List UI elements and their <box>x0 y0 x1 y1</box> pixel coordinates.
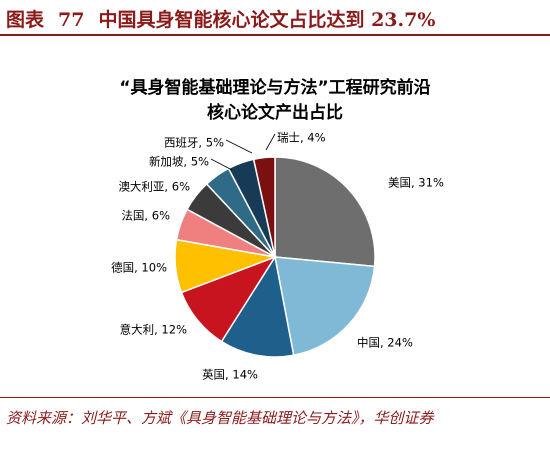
figure-label: 图表 <box>6 9 45 31</box>
leader-line-7 <box>210 158 233 171</box>
source-note: 资料来源：刘华平、方斌《具身智能基础理论与方法》，华创证券 <box>6 409 434 427</box>
slice-label-7: 新加坡, 5% <box>149 155 209 169</box>
slice-label-3: 意大利, 12% <box>120 323 187 337</box>
slice-label-4: 德国, 10% <box>111 261 167 275</box>
figure-header: 图表 77 中国具身智能核心论文占比达到 23.7% <box>0 0 550 36</box>
chart-title-line-2: 核心论文产出占比 <box>207 103 343 123</box>
slice-label-0: 美国, 31% <box>388 176 444 190</box>
figure-title: 图表 77 中国具身智能核心论文占比达到 23.7% <box>6 5 435 32</box>
slice-label-8: 西班牙, 5% <box>164 136 224 150</box>
leader-line-8 <box>225 139 253 154</box>
slice-label-1: 中国, 24% <box>357 336 413 350</box>
pie-slice-2 <box>220 254 295 358</box>
figure-number: 77 <box>58 9 85 31</box>
slice-label-6: 澳大利亚, 6% <box>118 180 190 194</box>
slice-label-2: 英国, 14% <box>202 368 258 382</box>
slice-label-9: 瑞士, 4% <box>277 131 326 145</box>
source-divider <box>0 397 550 398</box>
pie-slice-1 <box>274 256 376 357</box>
chart-title-line-1: “具身智能基础理论与方法”工程研究前沿 <box>119 78 431 98</box>
pie-slice-9 <box>252 156 276 258</box>
pie-slice-0 <box>274 156 376 268</box>
slice-label-5: 法国, 6% <box>121 209 170 223</box>
figure-title-text: 中国具身智能核心论文占比达到 23.7% <box>98 9 436 31</box>
leader-line-9 <box>265 133 276 151</box>
